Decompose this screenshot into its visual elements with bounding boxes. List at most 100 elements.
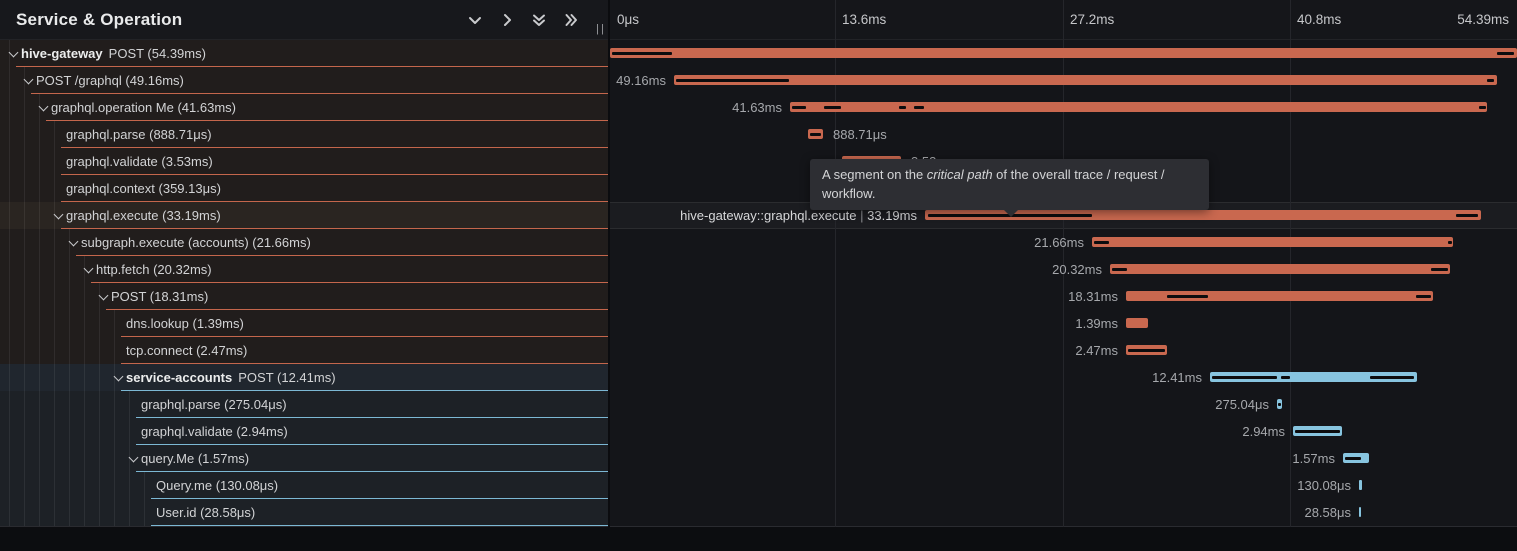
span-bar[interactable]	[1092, 237, 1453, 247]
span-row[interactable]: graphql.parse (275.04μs) 275.04μs	[0, 391, 1517, 418]
span-timeline-cell[interactable]: 12.41ms	[610, 364, 1517, 391]
span-tree-cell[interactable]: query.Me (1.57ms)	[0, 445, 608, 472]
span-timeline-cell[interactable]: 1.39ms	[610, 310, 1517, 337]
span-name: User.id (28.58μs)	[156, 505, 256, 520]
span-name: graphql.operation Me (41.63ms)	[51, 100, 236, 115]
span-row[interactable]: graphql.execute (33.19ms) hive-gateway::g…	[0, 202, 1517, 229]
span-row[interactable]: graphql.validate (3.53ms)3.53ms	[0, 148, 1517, 175]
row-underline	[31, 93, 608, 94]
span-tree-cell[interactable]: subgraph.execute (accounts) (21.66ms)	[0, 229, 608, 256]
span-tree-cell[interactable]: Query.me (130.08μs)	[0, 472, 608, 499]
chevrons-right-icon[interactable]	[560, 9, 582, 31]
critical-path-segment	[914, 106, 924, 109]
span-timeline-cell[interactable]: 2.47ms	[610, 337, 1517, 364]
span-tree-cell[interactable]: graphql.validate (2.94ms)	[0, 418, 608, 445]
span-name: subgraph.execute (accounts) (21.66ms)	[81, 235, 311, 250]
span-tree-cell[interactable]: service-accounts POST (12.41ms)	[0, 364, 608, 391]
critical-path-segment	[1456, 214, 1478, 217]
span-tree-cell[interactable]: hive-gateway POST (54.39ms)	[0, 40, 608, 67]
span-timeline-cell[interactable]: 20.32ms	[610, 256, 1517, 283]
expand-chevron-icon[interactable]	[38, 101, 51, 114]
chevron-spacer	[143, 506, 156, 519]
span-bar[interactable]	[1359, 507, 1361, 517]
span-row[interactable]: User.id (28.58μs) 28.58μs	[0, 499, 1517, 526]
expand-chevron-icon[interactable]	[8, 47, 21, 60]
span-timeline-cell[interactable]: 888.71μs	[610, 121, 1517, 148]
span-bar[interactable]	[1359, 480, 1362, 490]
span-row[interactable]: http.fetch (20.32ms) 20.32ms	[0, 256, 1517, 283]
span-tree-cell[interactable]: graphql.operation Me (41.63ms)	[0, 94, 608, 121]
span-tree-cell[interactable]: graphql.execute (33.19ms)	[0, 202, 608, 229]
span-bar[interactable]	[1210, 372, 1417, 382]
span-bar[interactable]	[610, 48, 1517, 58]
span-row[interactable]: subgraph.execute (accounts) (21.66ms) 21.…	[0, 229, 1517, 256]
critical-path-segment	[1497, 52, 1514, 55]
span-row[interactable]: graphql.validate (2.94ms) 2.94ms	[0, 418, 1517, 445]
span-bar[interactable]	[1126, 291, 1433, 301]
critical-path-segment	[1345, 457, 1361, 460]
span-tree-cell[interactable]: dns.lookup (1.39ms)	[0, 310, 608, 337]
span-duration-label: 2.94ms	[1242, 424, 1285, 439]
span-tree-cell[interactable]: graphql.parse (888.71μs)	[0, 121, 608, 148]
span-bar[interactable]	[1110, 264, 1450, 274]
span-timeline-cell[interactable]: 41.63ms	[610, 94, 1517, 121]
span-row[interactable]: dns.lookup (1.39ms) 1.39ms	[0, 310, 1517, 337]
critical-path-segment	[899, 106, 906, 109]
span-timeline-cell[interactable]: 49.16ms	[610, 67, 1517, 94]
span-row[interactable]: POST (18.31ms) 18.31ms	[0, 283, 1517, 310]
span-tree-cell[interactable]: graphql.parse (275.04μs)	[0, 391, 608, 418]
span-timeline-cell[interactable]: 18.31ms	[610, 283, 1517, 310]
span-row[interactable]: graphql.context (359.13μs)359.13μs	[0, 175, 1517, 202]
span-row[interactable]: service-accounts POST (12.41ms) 12.41ms	[0, 364, 1517, 391]
chevron-down-icon[interactable]	[464, 9, 486, 31]
row-underline	[76, 255, 608, 256]
span-bar[interactable]	[1126, 318, 1148, 328]
expand-chevron-icon[interactable]	[113, 371, 126, 384]
chevron-spacer	[113, 344, 126, 357]
span-tree-cell[interactable]: User.id (28.58μs)	[0, 499, 608, 526]
span-tree-cell[interactable]: http.fetch (20.32ms)	[0, 256, 608, 283]
pane-resize-handle[interactable]: ||	[596, 23, 606, 35]
span-bar[interactable]	[790, 102, 1487, 112]
span-row[interactable]: graphql.operation Me (41.63ms) 41.63ms	[0, 94, 1517, 121]
expand-chevron-icon[interactable]	[68, 236, 81, 249]
span-tree-cell[interactable]: POST (18.31ms)	[0, 283, 608, 310]
span-tree-cell[interactable]: POST /graphql (49.16ms)	[0, 67, 608, 94]
span-duration-label: hive-gateway::graphql.execute | 33.19ms	[680, 208, 917, 223]
expand-chevron-icon[interactable]	[23, 74, 36, 87]
expand-chevron-icon[interactable]	[83, 263, 96, 276]
expand-chevron-icon[interactable]	[98, 290, 111, 303]
span-row[interactable]: hive-gateway POST (54.39ms)	[0, 40, 1517, 67]
chevrons-down-icon[interactable]	[528, 9, 550, 31]
span-row[interactable]: tcp.connect (2.47ms) 2.47ms	[0, 337, 1517, 364]
row-underline	[61, 174, 608, 175]
tick-label: 0μs	[617, 12, 640, 27]
span-duration-label: 888.71μs	[833, 127, 887, 142]
span-row[interactable]: Query.me (130.08μs) 130.08μs	[0, 472, 1517, 499]
span-name: Query.me (130.08μs)	[156, 478, 279, 493]
span-timeline-cell[interactable]: 2.94ms	[610, 418, 1517, 445]
row-underline	[151, 525, 608, 526]
expand-chevron-icon[interactable]	[53, 209, 66, 222]
span-timeline-cell[interactable]: 275.04μs	[610, 391, 1517, 418]
span-timeline-cell[interactable]: 28.58μs	[610, 499, 1517, 526]
span-tree-cell[interactable]: graphql.validate (3.53ms)	[0, 148, 608, 175]
span-timeline-cell[interactable]	[610, 40, 1517, 67]
span-bar[interactable]	[925, 210, 1481, 220]
span-tree-cell[interactable]: graphql.context (359.13μs)	[0, 175, 608, 202]
row-underline	[151, 498, 608, 499]
span-bar[interactable]	[674, 75, 1497, 85]
span-row[interactable]: graphql.parse (888.71μs) 888.71μs	[0, 121, 1517, 148]
span-name: POST /graphql (49.16ms)	[36, 73, 184, 88]
span-row[interactable]: POST /graphql (49.16ms) 49.16ms	[0, 67, 1517, 94]
chevron-right-icon[interactable]	[496, 9, 518, 31]
span-tree-cell[interactable]: tcp.connect (2.47ms)	[0, 337, 608, 364]
chevron-spacer	[53, 182, 66, 195]
span-timeline-cell[interactable]: 130.08μs	[610, 472, 1517, 499]
span-timeline-cell[interactable]: 1.57ms	[610, 445, 1517, 472]
expand-chevron-icon[interactable]	[128, 452, 141, 465]
row-underline	[136, 417, 608, 418]
span-timeline-cell[interactable]: 21.66ms	[610, 229, 1517, 256]
span-row[interactable]: query.Me (1.57ms) 1.57ms	[0, 445, 1517, 472]
span-name: hive-gateway POST (54.39ms)	[21, 46, 206, 61]
